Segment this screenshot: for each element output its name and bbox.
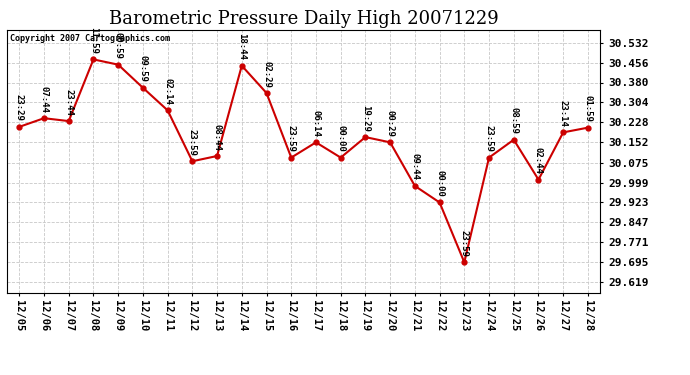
Text: 09:59: 09:59 — [139, 56, 148, 82]
Text: 07:44: 07:44 — [39, 86, 48, 112]
Text: 23:59: 23:59 — [484, 125, 493, 152]
Text: 02:44: 02:44 — [534, 147, 543, 174]
Text: 19:29: 19:29 — [361, 105, 370, 132]
Text: 23:29: 23:29 — [14, 94, 23, 121]
Text: 00:29: 00:29 — [386, 110, 395, 137]
Text: 02:14: 02:14 — [163, 78, 172, 105]
Text: 23:14: 23:14 — [559, 100, 568, 127]
Text: 00:59: 00:59 — [114, 32, 123, 59]
Text: 18:44: 18:44 — [237, 33, 246, 60]
Text: 23:44: 23:44 — [64, 88, 73, 116]
Text: 01:59: 01:59 — [584, 95, 593, 122]
Text: 06:14: 06:14 — [311, 110, 320, 137]
Text: Copyright 2007 Cartographics.com: Copyright 2007 Cartographics.com — [10, 34, 170, 43]
Text: 02:29: 02:29 — [262, 61, 271, 87]
Text: 23:59: 23:59 — [460, 230, 469, 257]
Text: 08:59: 08:59 — [509, 107, 518, 134]
Text: 00:00: 00:00 — [336, 125, 345, 152]
Text: 00:00: 00:00 — [435, 170, 444, 197]
Title: Barometric Pressure Daily High 20071229: Barometric Pressure Daily High 20071229 — [109, 10, 498, 28]
Text: 23:59: 23:59 — [287, 125, 296, 152]
Text: 08:44: 08:44 — [213, 124, 221, 150]
Text: 11:59: 11:59 — [89, 27, 98, 54]
Text: 09:44: 09:44 — [411, 153, 420, 180]
Text: 23:59: 23:59 — [188, 129, 197, 156]
